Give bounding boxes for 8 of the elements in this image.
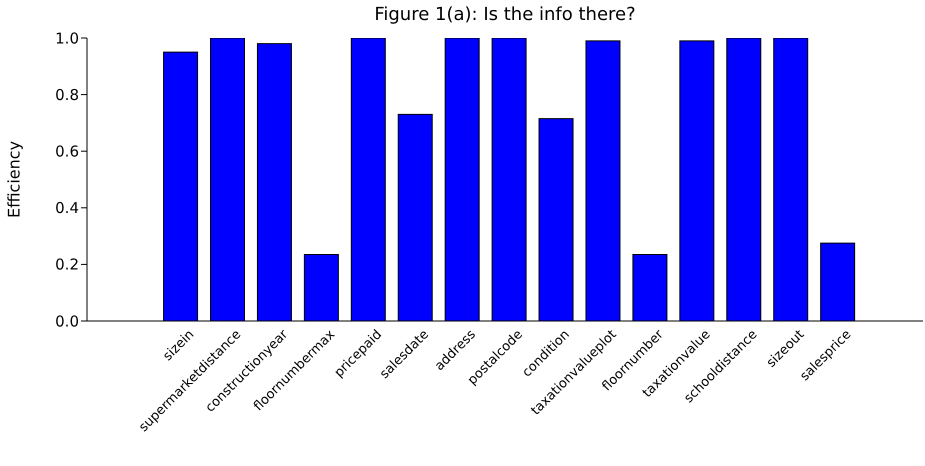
y-axis-title: Efficiency	[4, 140, 24, 218]
y-tick-label: 0.2	[55, 256, 79, 274]
chart-title: Figure 1(a): Is the info there?	[373, 4, 637, 25]
y-tick-label: 0.6	[55, 142, 79, 161]
y-tick-label: 0.4	[55, 199, 79, 218]
y-tick-label: 0.8	[55, 86, 79, 104]
y-tick-label: 1.0	[55, 29, 79, 48]
y-tick-label: 0.0	[55, 312, 79, 330]
